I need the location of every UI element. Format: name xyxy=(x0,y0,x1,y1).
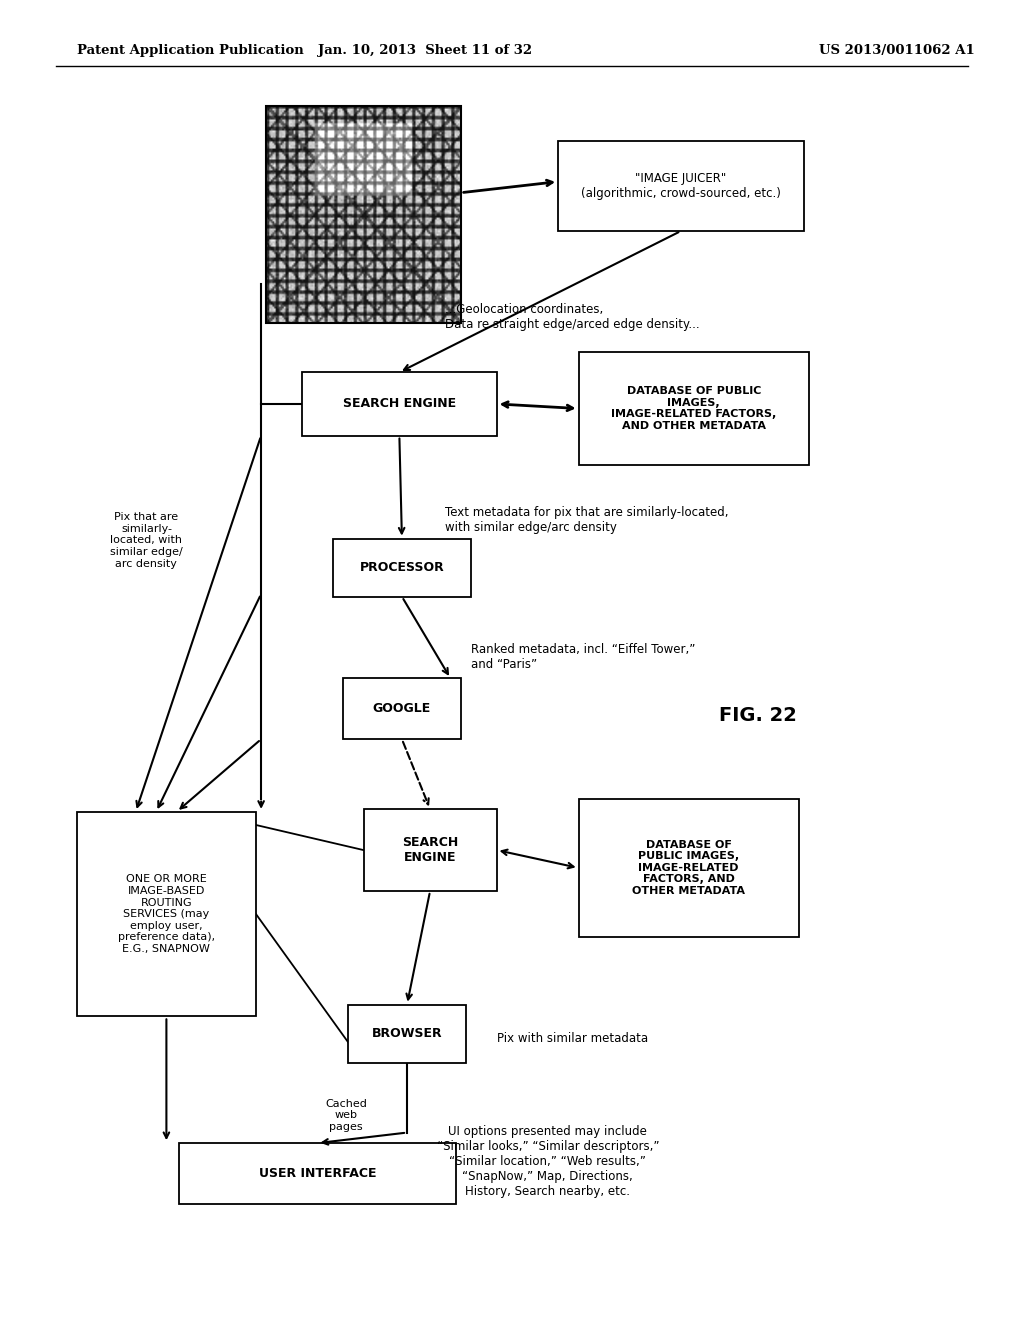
FancyBboxPatch shape xyxy=(364,809,497,891)
Text: ...Geolocation coordinates,
Data re straight edge/arced edge density...: ...Geolocation coordinates, Data re stra… xyxy=(445,302,700,331)
Text: BROWSER: BROWSER xyxy=(372,1027,442,1040)
Text: Pix with similar metadata: Pix with similar metadata xyxy=(497,1032,648,1045)
FancyBboxPatch shape xyxy=(77,812,256,1016)
FancyBboxPatch shape xyxy=(302,372,497,436)
Text: Ranked metadata, incl. “Eiffel Tower,”
and “Paris”: Ranked metadata, incl. “Eiffel Tower,” a… xyxy=(471,643,695,672)
FancyBboxPatch shape xyxy=(579,799,799,937)
Text: Cached
web
pages: Cached web pages xyxy=(326,1098,367,1133)
Text: DATABASE OF PUBLIC
IMAGES,
IMAGE-RELATED FACTORS,
AND OTHER METADATA: DATABASE OF PUBLIC IMAGES, IMAGE-RELATED… xyxy=(611,387,776,430)
Text: USER INTERFACE: USER INTERFACE xyxy=(259,1167,376,1180)
Text: GOOGLE: GOOGLE xyxy=(373,702,431,715)
FancyBboxPatch shape xyxy=(558,141,804,231)
FancyBboxPatch shape xyxy=(579,352,809,465)
Text: PROCESSOR: PROCESSOR xyxy=(359,561,444,574)
FancyBboxPatch shape xyxy=(333,539,471,597)
Text: DATABASE OF
PUBLIC IMAGES,
IMAGE-RELATED
FACTORS, AND
OTHER METADATA: DATABASE OF PUBLIC IMAGES, IMAGE-RELATED… xyxy=(632,840,745,896)
FancyBboxPatch shape xyxy=(179,1143,456,1204)
Text: Jan. 10, 2013  Sheet 11 of 32: Jan. 10, 2013 Sheet 11 of 32 xyxy=(317,44,532,57)
Text: ONE OR MORE
IMAGE-BASED
ROUTING
SERVICES (may
employ user,
preference data),
E.G: ONE OR MORE IMAGE-BASED ROUTING SERVICES… xyxy=(118,874,215,954)
Text: SEARCH ENGINE: SEARCH ENGINE xyxy=(343,397,456,411)
Text: Text metadata for pix that are similarly-located,
with similar edge/arc density: Text metadata for pix that are similarly… xyxy=(445,506,729,535)
Text: SEARCH
ENGINE: SEARCH ENGINE xyxy=(402,836,458,865)
Text: Pix that are
similarly-
located, with
similar edge/
arc density: Pix that are similarly- located, with si… xyxy=(110,512,183,569)
Text: Patent Application Publication: Patent Application Publication xyxy=(77,44,303,57)
Text: FIG. 22: FIG. 22 xyxy=(719,706,797,725)
Text: US 2013/0011062 A1: US 2013/0011062 A1 xyxy=(819,44,975,57)
FancyBboxPatch shape xyxy=(343,678,461,739)
Text: UI options presented may include
“Similar looks,” “Similar descriptors,”
“Simila: UI options presented may include “Simila… xyxy=(436,1125,659,1199)
FancyBboxPatch shape xyxy=(348,1005,466,1063)
Text: "IMAGE JUICER"
(algorithmic, crowd-sourced, etc.): "IMAGE JUICER" (algorithmic, crowd-sourc… xyxy=(581,172,781,201)
Bar xyxy=(266,106,461,323)
